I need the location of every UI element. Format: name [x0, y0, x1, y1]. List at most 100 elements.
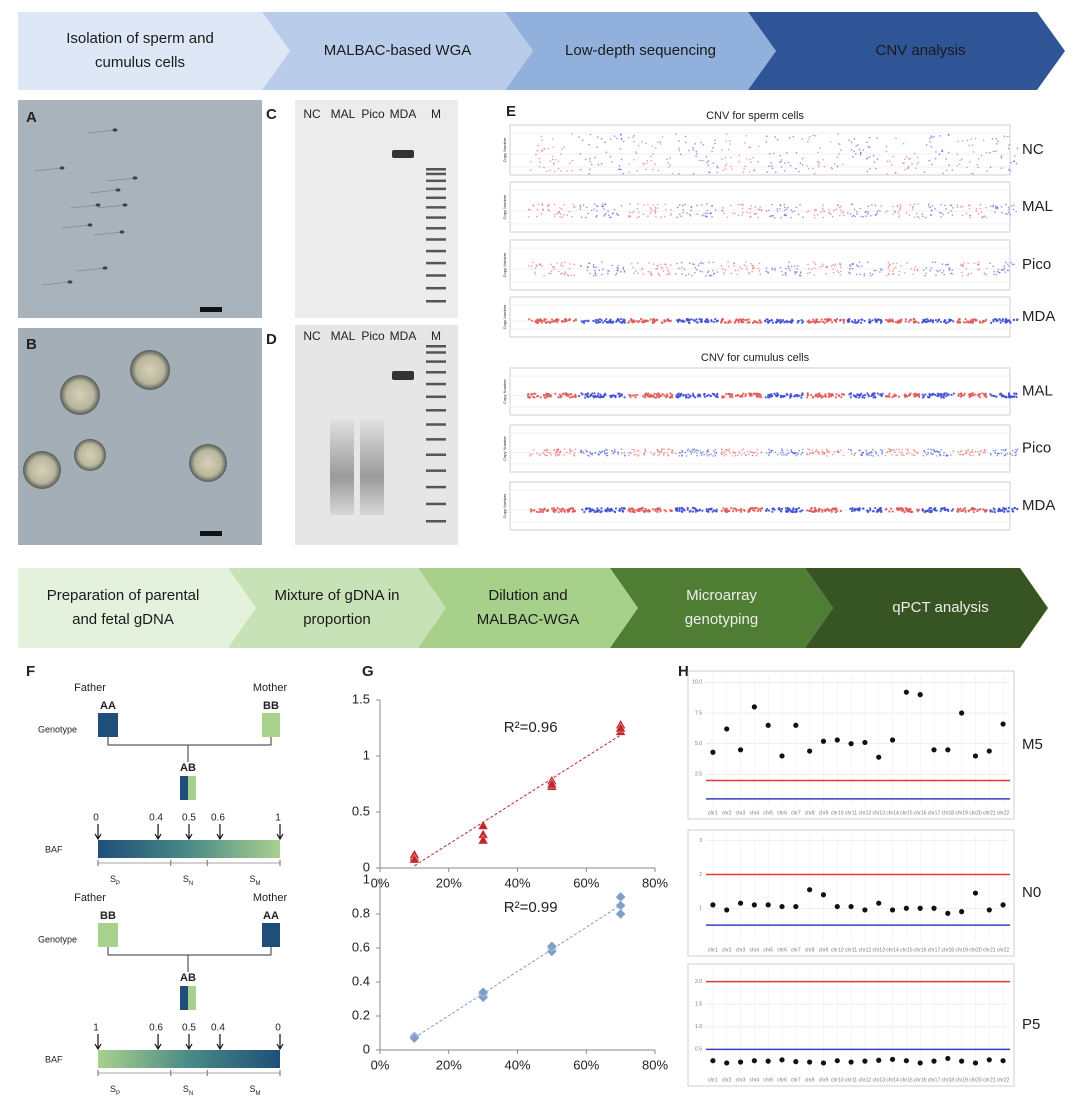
cnv-dot [842, 319, 845, 322]
ladder-band [426, 485, 446, 489]
cnv-dot [605, 448, 607, 451]
ladder-band [426, 371, 446, 374]
cnv-dot [822, 209, 825, 212]
cnv-dot [745, 454, 747, 457]
flow-label: and fetal gDNA [72, 611, 174, 628]
cnv-dot [553, 509, 556, 512]
cnv-dot [618, 393, 621, 397]
cnv-dot [699, 395, 702, 398]
cnv-dot [771, 321, 775, 324]
cnv-dot [559, 509, 563, 512]
cnv-dot [876, 210, 879, 212]
cnv-dot [633, 448, 635, 451]
cnv-dot [925, 510, 929, 513]
cnv-dot [951, 269, 954, 271]
cell [74, 439, 106, 471]
cnv-dot [586, 395, 589, 398]
cnv-dot [629, 317, 633, 321]
cnv-dot [999, 272, 1001, 274]
cnv-dot [1016, 448, 1019, 451]
cnv-dot [984, 451, 986, 454]
cnv-dot [663, 394, 666, 397]
cnv-dot [633, 159, 636, 161]
cnv-dot [656, 449, 659, 451]
cnv-dot [978, 268, 981, 270]
cnv-dot [642, 395, 645, 398]
cnv-dot [792, 135, 795, 138]
cnv-dot [728, 509, 731, 513]
cnv-dot [898, 507, 901, 511]
cnv-dot [715, 395, 718, 399]
cnv-dot [810, 268, 813, 271]
cnv-dot [669, 392, 672, 395]
cnv-dot [972, 507, 975, 510]
cnv-dot [705, 155, 708, 158]
flow-label: Mixture of gDNA in [274, 587, 399, 604]
cnv-dot [759, 509, 762, 512]
cnv-dot [696, 395, 700, 398]
cnv-dot [768, 320, 771, 323]
cnv-dot [964, 318, 967, 321]
cnv-dot [838, 206, 841, 209]
cnv-dot [744, 165, 747, 168]
cnv-dot [808, 138, 810, 140]
cnv-dot [978, 396, 982, 399]
cnv-dot [572, 453, 575, 456]
cnv-dot [854, 320, 857, 324]
cnv-dot [633, 394, 636, 397]
cnv-dot [573, 205, 576, 208]
cnv-dot [757, 216, 759, 219]
x-tick-label: chr7 [791, 810, 801, 816]
cnv-dot [872, 510, 875, 513]
cnv-dot [800, 453, 802, 456]
cnv-dot [589, 451, 591, 453]
cnv-dot [606, 320, 609, 324]
cnv-dot [850, 149, 853, 151]
cnv-dot [800, 319, 803, 322]
cnv-dot [821, 451, 824, 453]
cnv-dot [853, 454, 856, 456]
cnv-dot [676, 206, 679, 209]
cnv-dot [922, 395, 925, 398]
cnv-dot [881, 453, 884, 455]
cnv-dot [965, 321, 968, 324]
cnv-dot [967, 321, 970, 324]
cnv-dot [779, 396, 783, 399]
cnv-dot [558, 454, 561, 456]
cnv-dot [977, 166, 980, 169]
cnv-dot [557, 511, 560, 514]
cnv-dot [556, 318, 559, 322]
cnv-dot [1009, 213, 1012, 216]
data-point [848, 903, 854, 910]
sperm-head [119, 230, 125, 234]
cnv-row-label: MDA [1022, 497, 1055, 514]
cnv-dot [788, 261, 791, 263]
cnv-dot [942, 396, 946, 399]
cnv-dot [1011, 454, 1014, 457]
cnv-dot [948, 268, 951, 271]
cnv-dot [998, 509, 1002, 512]
cnv-dot [586, 392, 589, 395]
cnv-dot [825, 509, 828, 512]
parent-label: Mother [253, 682, 288, 694]
cnv-dot [765, 270, 767, 273]
cnv-dot [917, 393, 920, 396]
lane-label: NC [303, 107, 321, 121]
cnv-dot [780, 166, 783, 168]
cnv-dot [867, 509, 870, 513]
x-tick-label: chr22 [997, 947, 1010, 953]
cnv-dot [539, 161, 541, 164]
cnv-dot [941, 263, 944, 265]
baf-tick: 0.5 [182, 813, 196, 824]
cnv-dot [588, 143, 591, 146]
cnv-dot [898, 211, 900, 213]
cnv-dot [959, 392, 962, 396]
cnv-dot [721, 448, 723, 450]
ladder-band [426, 227, 446, 230]
cnv-dot [729, 156, 732, 159]
cnv-dot [541, 452, 544, 454]
cnv-dot [957, 392, 960, 396]
cnv-dot [628, 216, 630, 218]
cnv-dot [636, 203, 639, 205]
cnv-dot [720, 318, 724, 321]
